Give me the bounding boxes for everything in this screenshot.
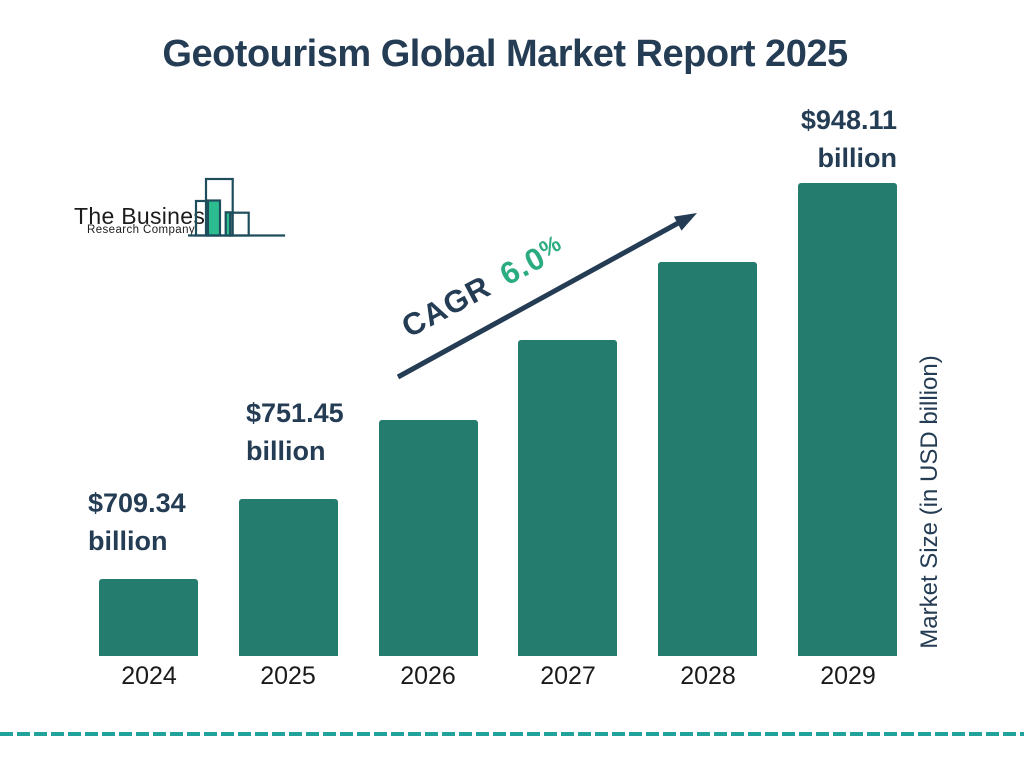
bar-2029 (798, 183, 897, 656)
value-label-amount: $751.45 (246, 398, 344, 428)
x-axis-label-2028: 2028 (680, 662, 736, 690)
x-axis-label-2024: 2024 (121, 662, 177, 690)
value-label-unit: billion (817, 143, 897, 173)
value-label-2025: $751.45 billion (246, 394, 344, 470)
value-label-amount: $709.34 (88, 488, 186, 518)
bottom-dashed-divider (0, 732, 1024, 736)
value-label-unit: billion (88, 526, 168, 556)
bar-2027 (518, 340, 617, 656)
value-label-amount: $948.11 (800, 105, 897, 135)
bar-2024 (99, 579, 198, 656)
page-title: Geotourism Global Market Report 2025 (162, 33, 848, 75)
value-label-2029: $948.11 billion (801, 101, 897, 177)
bar-2028 (658, 262, 757, 656)
x-axis-label-2029: 2029 (820, 662, 876, 690)
y-axis-label: Market Size (in USD billion) (916, 355, 943, 649)
value-label-unit: billion (246, 436, 326, 466)
logo-text-line1: The Business (74, 203, 217, 229)
value-label-2024: $709.34 billion (88, 484, 186, 560)
bar-2025 (239, 499, 338, 656)
logo-bars-icon (188, 177, 286, 237)
x-axis-label-2027: 2027 (540, 662, 596, 690)
bar-2026 (379, 420, 478, 656)
x-axis-label-2025: 2025 (260, 662, 316, 690)
logo-text-line2: Research Company (87, 224, 196, 236)
x-axis-label-2026: 2026 (400, 662, 456, 690)
growth-arrow-icon (396, 213, 697, 380)
